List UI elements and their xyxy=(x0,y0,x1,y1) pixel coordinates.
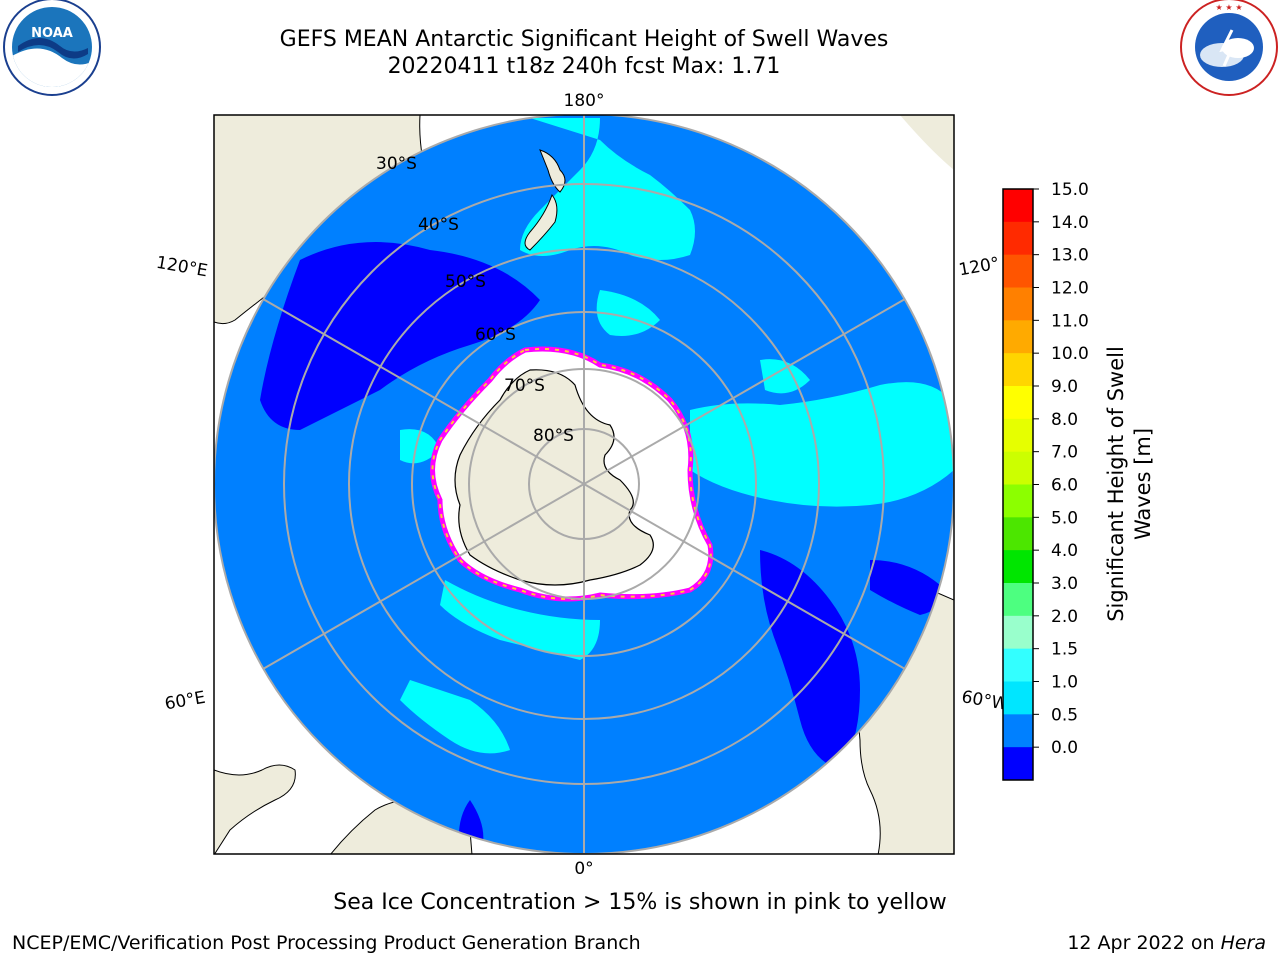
new-zealand-south xyxy=(524,193,558,251)
colorbar-tick-label: 8.0 xyxy=(1051,410,1078,430)
colorbar-band xyxy=(1003,484,1033,518)
colorbar-band xyxy=(1003,714,1033,748)
lat-label-80s: 80°S xyxy=(533,426,574,446)
date-stamp: 12 Apr 2022 on Hera xyxy=(1067,932,1266,954)
antarctica-land xyxy=(454,369,654,586)
lon-label-120w: 120° xyxy=(957,254,1001,281)
colorbar-tick-label: 12.0 xyxy=(1051,279,1089,299)
chart-subtitle: 20220411 t18z 240h fcst Max: 1.71 xyxy=(387,54,781,79)
low-swell-indian-ocean xyxy=(260,242,540,430)
colorbar-band xyxy=(1003,189,1033,223)
lat-label-40s: 40°S xyxy=(418,215,459,235)
colorbar-band xyxy=(1003,320,1033,354)
colorbar-band xyxy=(1003,517,1033,551)
colorbar-tick-label: 1.5 xyxy=(1051,640,1078,660)
graticule xyxy=(214,115,954,854)
date-text: 12 Apr 2022 on xyxy=(1067,932,1215,954)
nws-ring-text: ★ ★ ★ xyxy=(1215,3,1242,12)
high-swell-pacific-north xyxy=(520,118,695,260)
lat-label-30s: 30°S xyxy=(376,154,417,174)
map-content xyxy=(214,115,954,854)
colorbar-band xyxy=(1003,451,1033,485)
colorbar-band xyxy=(1003,254,1033,288)
colorbar-tick-label: 3.0 xyxy=(1051,574,1078,594)
colorbar-tick-label: 5.0 xyxy=(1051,508,1078,528)
colorbar-band xyxy=(1003,583,1033,617)
colorbar-band xyxy=(1003,747,1033,781)
colorbar-band xyxy=(1003,386,1033,420)
noaa-logo-text: NOAA xyxy=(31,26,73,41)
colorbar-band xyxy=(1003,418,1033,453)
lon-label-180: 180° xyxy=(564,91,605,111)
map-frame-border xyxy=(213,114,955,855)
colorbar-tick-label: 6.0 xyxy=(1051,476,1078,496)
colorbar-tick-label: 0.5 xyxy=(1051,705,1078,725)
colorbar-band xyxy=(1003,221,1033,256)
credit-text: NCEP/EMC/Verification Post Processing Pr… xyxy=(12,932,641,954)
lon-label-0: 0° xyxy=(574,859,593,879)
colorbar-ticks: 15.0 14.0 13.0 12.0 11.0 10.0 9.0 8.0 7.0 6.0 5.0 4… xyxy=(1033,180,1089,758)
antarctica xyxy=(430,346,714,602)
colorbar-band xyxy=(1003,615,1033,650)
colorbar-tick-label: 9.0 xyxy=(1051,377,1078,397)
colorbar-band xyxy=(1003,648,1033,682)
lon-label-60e: 60°E xyxy=(163,688,207,715)
colorbar-label-line1: Significant Height of Swell xyxy=(1104,346,1128,622)
new-zealand-north xyxy=(539,149,566,193)
colorbar-tick-label: 2.0 xyxy=(1051,607,1078,627)
nws-logo: ★ ★ ★ xyxy=(1180,0,1278,96)
colorbar-tick-label: 7.0 xyxy=(1051,443,1078,463)
colorbar-tick-label: 1.0 xyxy=(1051,673,1078,693)
colorbar-tick-label: 11.0 xyxy=(1051,311,1089,331)
chart-title: GEFS MEAN Antarctic Significant Height o… xyxy=(279,27,889,52)
colorbar-band xyxy=(1003,550,1033,584)
high-swell-south-indian xyxy=(440,580,600,660)
colorbar-tick-label: 4.0 xyxy=(1051,541,1078,561)
colorbar-band xyxy=(1003,681,1033,715)
colorbar-tick-label: 15.0 xyxy=(1051,180,1089,200)
colorbar-band xyxy=(1003,353,1033,387)
colorbar-tick-label: 13.0 xyxy=(1051,246,1089,266)
latitude-labels: 30°S 40°S 50°S 60°S 70°S 80°S xyxy=(376,154,574,446)
noaa-logo: NOAA xyxy=(3,0,101,96)
colorbar-tick-label: 0.0 xyxy=(1051,738,1078,758)
sea-ice-note: Sea Ice Concentration > 15% is shown in … xyxy=(333,890,947,915)
colorbar-band xyxy=(1003,287,1033,321)
lat-label-60s: 60°S xyxy=(475,325,516,345)
lat-label-50s: 50°S xyxy=(445,272,486,292)
lat-label-70s: 70°S xyxy=(504,376,545,396)
host-text: Hera xyxy=(1220,932,1266,954)
colorbar-tick-label: 10.0 xyxy=(1051,344,1089,364)
colorbar xyxy=(1002,188,1034,781)
colorbar-tick-label: 14.0 xyxy=(1051,213,1089,233)
colorbar-label-line2: Waves [m] xyxy=(1131,428,1155,540)
lon-label-120e: 120°E xyxy=(155,253,209,282)
